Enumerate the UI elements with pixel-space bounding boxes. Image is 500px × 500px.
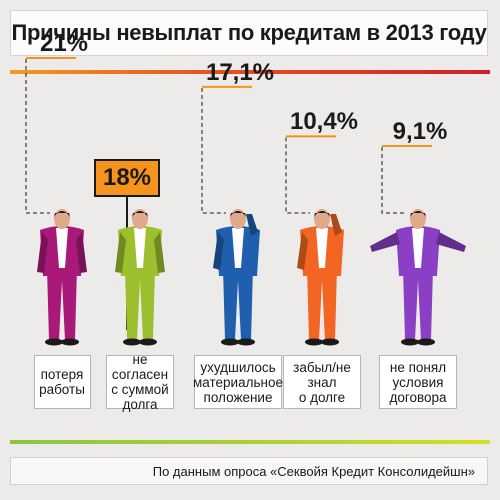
- shoe: [305, 338, 323, 346]
- value-label: 10,4%: [289, 108, 359, 136]
- figure-head: [410, 209, 426, 229]
- category-label-text: не согласен с суммой долга: [111, 352, 169, 412]
- figure-hair: [230, 211, 246, 217]
- figure-legs: [307, 268, 337, 340]
- top-divider: [10, 70, 490, 74]
- figure-hair: [54, 211, 70, 217]
- value-label: 9,1%: [392, 118, 448, 145]
- shoe: [139, 338, 157, 346]
- figure-shirt: [412, 228, 424, 268]
- value-label: 18%: [102, 164, 152, 191]
- category-label-text: не понял условия договора: [389, 359, 447, 405]
- figure-arm: [436, 232, 466, 252]
- figure-legs: [47, 268, 77, 340]
- figure-shirt: [134, 228, 146, 268]
- category-label-5: не понял условия договора: [379, 355, 457, 409]
- title-box: Причины невыплат по кредитам в 2013 году: [10, 10, 488, 56]
- figure-shirt: [56, 228, 68, 268]
- figure-head: [314, 209, 330, 229]
- category-label-2: не согласен с суммой долга: [106, 352, 174, 412]
- callout-line: [381, 145, 430, 214]
- chart-title: Причины невыплат по кредитам в 2013 году: [11, 20, 487, 45]
- shoe: [221, 338, 239, 346]
- figure-arm: [115, 232, 126, 273]
- figure-hair: [132, 211, 148, 217]
- category-label-1: потеря работы: [33, 355, 91, 409]
- category-label-text: потеря работы: [39, 367, 85, 397]
- figure-head: [132, 209, 148, 229]
- callout-line: [285, 135, 334, 214]
- figure-3: [201, 85, 260, 346]
- figure-arm: [330, 214, 342, 236]
- figure-legs: [223, 268, 253, 340]
- figure-legs: [403, 268, 433, 340]
- value-label: 17,1%: [205, 58, 275, 86]
- shoe: [417, 338, 435, 346]
- source-text: По данным опроса «Секвойя Кредит Консоли…: [152, 463, 475, 479]
- value-label: 21%: [39, 30, 89, 57]
- figure-hair: [410, 211, 426, 217]
- figure-arm: [37, 232, 48, 273]
- figure-arm: [154, 232, 165, 273]
- figure-5: [370, 145, 466, 346]
- figure-hair: [314, 211, 330, 217]
- figure-head: [54, 209, 70, 229]
- figure-arm: [370, 232, 400, 252]
- callout-line: [201, 86, 250, 214]
- callout-line: [25, 57, 74, 214]
- shoe: [237, 338, 255, 346]
- figure-shirt: [316, 228, 328, 268]
- shoe: [123, 338, 141, 346]
- shoe: [321, 338, 339, 346]
- figure-arm: [213, 232, 224, 270]
- shoe: [61, 338, 79, 346]
- figure-shirt: [232, 228, 244, 268]
- figure-4: [285, 135, 344, 346]
- figure-head: [230, 209, 246, 229]
- category-label-text: ухудшилось материальное положение: [193, 359, 283, 405]
- figure-1: [25, 57, 87, 346]
- figure-arm: [76, 232, 87, 273]
- figure-2: [115, 197, 165, 346]
- figure-arm: [297, 232, 308, 270]
- source-footer: По данным опроса «Секвойя Кредит Консоли…: [10, 457, 488, 485]
- shoe: [45, 338, 63, 346]
- figure-arm: [246, 214, 258, 236]
- category-label-text: забыл/не знал о долге: [293, 359, 351, 405]
- category-label-3: ухудшилось материальное положение: [193, 355, 283, 409]
- bottom-divider: [10, 440, 490, 444]
- shoe: [401, 338, 419, 346]
- sign-value-box: 18%: [94, 159, 160, 197]
- figure-legs: [125, 268, 155, 340]
- category-label-4: забыл/не знал о долге: [283, 355, 361, 409]
